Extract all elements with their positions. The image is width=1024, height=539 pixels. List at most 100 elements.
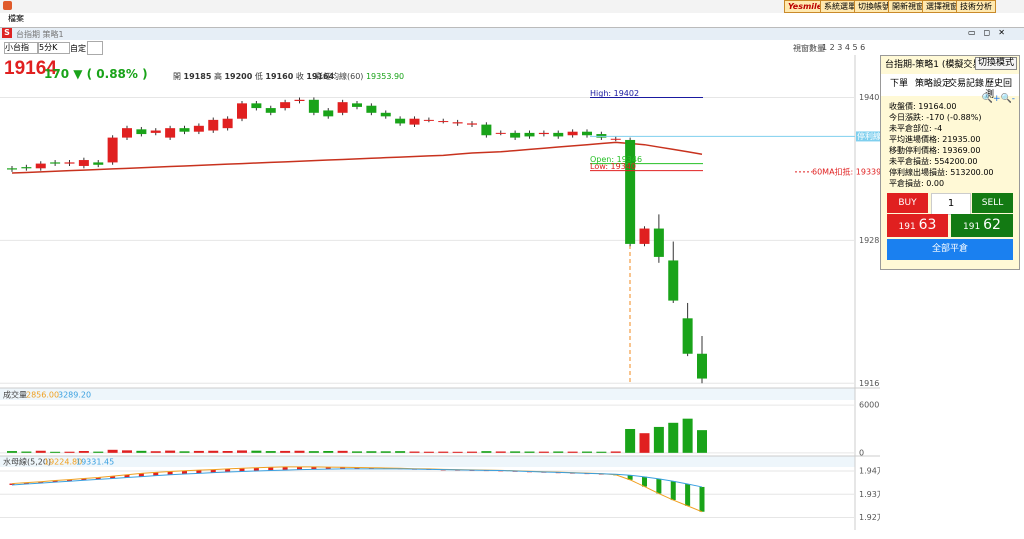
info-line: 平倉損益: 0.00	[889, 179, 945, 188]
volume-bar	[93, 451, 104, 453]
legend-value: 19224.80	[44, 458, 82, 467]
buy-button[interactable]: BUY	[887, 193, 928, 213]
band-bar	[699, 486, 705, 512]
price-tail: 63	[918, 217, 937, 233]
price-head: 191	[963, 222, 981, 232]
band-bar	[153, 472, 159, 476]
y-tick-label: 1.94万	[859, 467, 880, 476]
candle-body	[423, 119, 434, 121]
session-label: Open: 19346	[590, 155, 642, 164]
volume-bar	[438, 451, 449, 453]
info-line: 今日漲跌: -170 (-0.88%)	[889, 113, 982, 122]
mode-button[interactable]: 切換模式	[974, 57, 1017, 70]
candle-body	[107, 137, 118, 163]
value: 19164	[306, 72, 335, 81]
volume-bar	[395, 451, 406, 453]
band-bar	[282, 466, 288, 471]
order-panel: 台指期-策略1 (模擬交易) 切換模式 下單 策略設定 交易記錄 歷史回測 🔍+…	[880, 55, 1020, 270]
candle-body	[136, 129, 147, 135]
candle-body	[697, 353, 707, 379]
app-icon	[3, 1, 12, 10]
band-bar	[95, 477, 101, 480]
panel-title: 台指期-策略1 (模擬交易)	[885, 60, 985, 70]
buy-price[interactable]: 191 63	[887, 214, 948, 237]
label: 低	[254, 72, 263, 81]
band-bar	[23, 482, 29, 485]
volume-bar	[668, 422, 679, 453]
window-controls[interactable]: ▭◻✕	[968, 28, 1013, 37]
volume-bar	[510, 451, 521, 453]
volume-bar	[35, 450, 46, 453]
period-select[interactable]: 5分K	[38, 42, 70, 54]
product-select[interactable]: 小台指	[4, 42, 38, 54]
tab[interactable]: 下單	[890, 79, 909, 89]
panel-title: 水母線(5,20)	[3, 457, 51, 467]
volume-bar	[165, 450, 176, 453]
volume-bar	[380, 451, 391, 453]
tab[interactable]: 策略設定	[915, 79, 952, 89]
legend-value: 3289.20	[58, 391, 91, 400]
tab[interactable]: 歷史回測	[985, 79, 1013, 100]
band-bar	[642, 476, 647, 487]
band-bar	[67, 479, 72, 482]
y-tick-label: 0	[859, 448, 864, 457]
sell-price[interactable]: 191 62	[951, 214, 1013, 237]
volume-bar	[50, 451, 61, 453]
info-line: 收盤價: 19164.00	[889, 102, 957, 111]
candle-body	[337, 102, 348, 113]
stop-tag	[856, 131, 880, 142]
candle-body	[93, 162, 104, 165]
candle-body	[280, 102, 291, 109]
close-all-button[interactable]: 全部平倉	[887, 239, 1013, 260]
band-line	[11, 468, 703, 488]
volume-bar	[467, 451, 477, 453]
toolbar-button[interactable]: 技術分析	[956, 0, 996, 13]
menu-file[interactable]: 檔案	[8, 14, 24, 23]
volume-bar	[7, 451, 17, 453]
band-bar	[239, 468, 245, 472]
toolbar-button[interactable]: 系統選單	[820, 0, 860, 13]
ohlc: 開 19185 高 19200 低 19160 收 19164	[173, 71, 334, 82]
candle-body	[538, 132, 549, 135]
candle-body	[193, 125, 204, 132]
band-bar	[670, 481, 676, 501]
y-tick-label: 6000	[859, 401, 879, 410]
volume-bar	[596, 451, 607, 453]
zoom-icons[interactable]: 🔍+🔍-	[981, 94, 1015, 104]
stop-label: 停利線	[857, 131, 880, 141]
price-head: 191	[898, 222, 916, 232]
qty-input[interactable]: 1	[931, 193, 971, 215]
annotation-label: 60MA扣抵: 19339.00	[812, 166, 880, 176]
candle-body	[78, 160, 89, 166]
candle-body	[35, 163, 46, 169]
candle-body	[610, 138, 621, 140]
volume-bar	[122, 450, 132, 453]
volume-bar	[553, 451, 564, 453]
last-price: 19164	[4, 58, 57, 79]
tab-bar	[0, 27, 1024, 40]
band-bar	[268, 467, 274, 471]
band-bar	[196, 470, 202, 474]
volume-bar	[639, 433, 650, 453]
panel-title: 成交量	[3, 390, 27, 400]
volume-bar	[237, 450, 247, 453]
candle-body	[208, 119, 219, 131]
sell-button[interactable]: SELL	[972, 193, 1013, 213]
band-bar	[368, 467, 374, 469]
candle-body	[380, 112, 391, 117]
tab-title: 台指期 策略1	[16, 30, 64, 39]
candle-body	[50, 162, 61, 164]
volume-bar	[495, 451, 506, 453]
volume-bar	[136, 450, 147, 453]
band-bar	[52, 480, 58, 483]
label: 彩虹均線(60)	[315, 72, 364, 81]
custom-input[interactable]	[87, 41, 103, 55]
label: 收	[295, 72, 304, 81]
band-bar	[685, 484, 691, 506]
candle-body	[222, 118, 233, 129]
tab[interactable]: 交易記錄	[948, 79, 985, 89]
band-bar	[167, 471, 173, 475]
window-counts[interactable]: 1 2 3 4 5 6	[822, 43, 866, 52]
volume-bar	[64, 451, 75, 453]
